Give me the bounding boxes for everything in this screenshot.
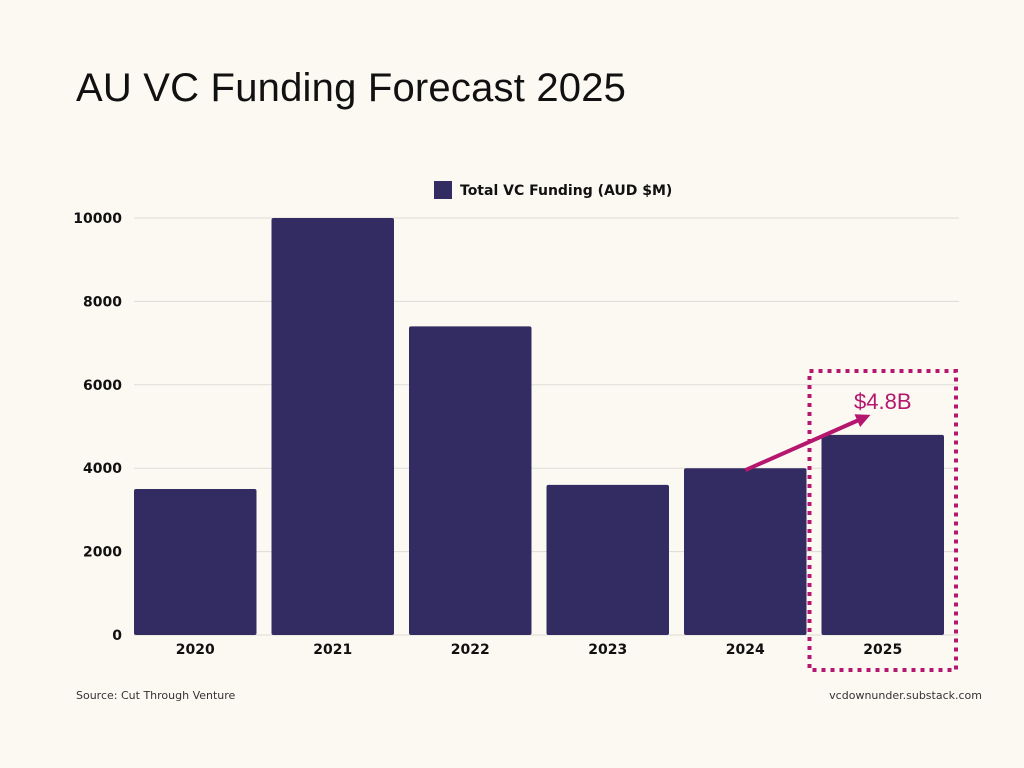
source-note: Source: Cut Through Venture [76,689,236,702]
y-tick-label: 6000 [83,378,122,394]
y-tick-label: 10000 [73,211,122,227]
bar-2022 [409,326,532,635]
trend-arrow [744,417,862,473]
annotation-label: $4.8B [854,389,912,414]
y-tick-label: 8000 [83,294,122,310]
bar-2020 [134,489,257,635]
y-axis-ticks: 0 2000 4000 6000 8000 10000 [73,211,122,644]
x-tick-label: 2020 [176,642,215,658]
y-tick-label: 0 [112,628,122,644]
page-title: AU VC Funding Forecast 2025 [76,66,627,110]
x-tick-label: 2022 [451,642,490,658]
legend-label: Total VC Funding (AUD $M) [460,183,672,199]
bar-2021 [271,218,394,635]
x-axis-ticks: 2020 2021 2022 2023 2024 2025 [176,642,902,658]
x-tick-label: 2023 [588,642,627,658]
bar-2025 [821,434,944,635]
legend: Total VC Funding (AUD $M) [434,181,672,199]
site-url: vcdownunder.substack.com [829,689,982,702]
bar-2023 [546,484,669,635]
y-tick-label: 4000 [83,461,122,477]
highlight-box [807,369,958,672]
bars [134,218,944,635]
annotation: $4.8B [744,369,958,672]
legend-swatch [434,181,452,199]
x-tick-label: 2024 [726,642,765,658]
bar-2024 [684,468,807,635]
arrow-head-icon [854,414,871,428]
y-tick-label: 2000 [83,545,122,561]
x-tick-label: 2021 [313,642,352,658]
x-tick-label: 2025 [863,642,902,658]
